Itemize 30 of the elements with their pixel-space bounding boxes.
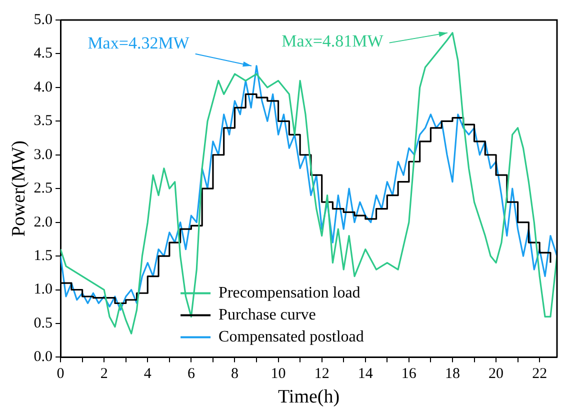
y-tick-label: 0.5	[34, 315, 53, 332]
y-tick-label: 3.0	[34, 146, 53, 163]
x-tick-label: 6	[187, 366, 196, 382]
x-tick-label: 2	[100, 366, 108, 382]
y-tick-label: 3.5	[34, 113, 53, 130]
legend-label: Precompensation load	[218, 284, 360, 302]
x-tick-label: 0	[56, 366, 64, 382]
y-tick-label: 0.0	[34, 349, 53, 366]
x-tick-label: 22	[532, 366, 548, 382]
x-tick-label: 4	[144, 366, 152, 382]
x-axis-title: Time(h)	[278, 386, 340, 408]
x-tick-label: 14	[358, 366, 374, 382]
annotation: Max=4.81MW	[282, 31, 384, 50]
x-tick-label: 18	[444, 366, 460, 382]
y-tick-label: 1.5	[34, 248, 53, 264]
x-tick-label: 12	[314, 366, 330, 382]
y-tick-label: 2.5	[34, 180, 53, 197]
legend-label: Purchase curve	[218, 306, 316, 324]
y-tick-label: 5.0	[34, 12, 53, 28]
y-axis-title: Power(MW)	[8, 140, 30, 237]
y-tick-label: 2.0	[34, 214, 53, 230]
y-tick-label: 1.0	[34, 282, 53, 298]
x-tick-label: 10	[270, 366, 286, 382]
legend-label: Compensated postload	[218, 328, 364, 346]
x-tick-label: 20	[488, 366, 504, 382]
x-tick-label: 16	[401, 366, 417, 382]
y-tick-label: 4.0	[34, 79, 53, 96]
x-tick-label: 8	[230, 366, 238, 382]
annotation: Max=4.32MW	[88, 33, 190, 52]
y-tick-label: 4.5	[34, 46, 53, 62]
